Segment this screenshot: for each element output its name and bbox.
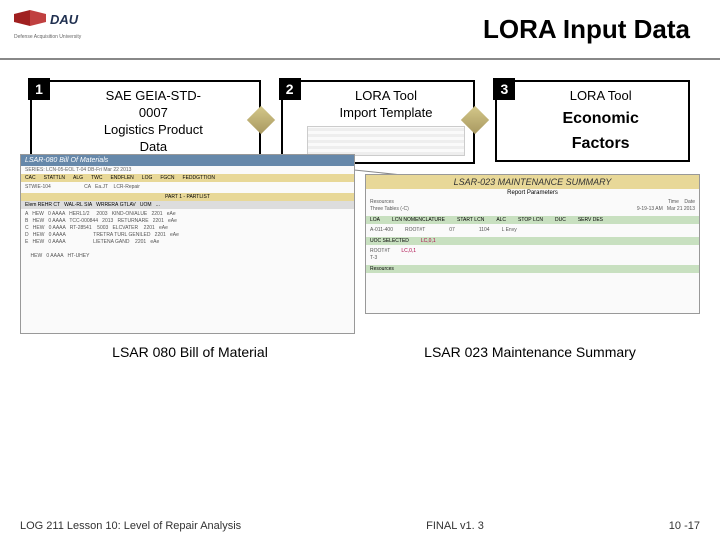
box1-line1: SAE GEIA-STD- xyxy=(56,88,251,105)
report-right-panel: LSAR-023 MAINTENANCE SUMMARY Report Para… xyxy=(365,174,700,334)
lsar080-data: A HEW 0 AAAA HERL1/2 2003 KIND-ON/ALUE 2… xyxy=(21,209,354,262)
footer-right: 10 -17 xyxy=(669,520,700,532)
lsar023-row: A-011-400ROOT#T071104L Envy xyxy=(366,225,699,236)
lsar080-cols2: Elem REHR CT WAL-RL SIA WRRERA GTLAV UOM… xyxy=(21,201,354,209)
green-row-1: LOALCN NOMENCLATURESTART LCNALCSTOP LCND… xyxy=(366,216,699,224)
lsar023-rows2: ROOT#T LC,0,1 T-3 xyxy=(366,246,699,264)
lsar-080-thumbnail: LSAR-080 Bill Of Materials SERIES: LCN-0… xyxy=(20,154,355,334)
box2-line1: LORA Tool xyxy=(307,88,466,105)
lsar023-sub: Report Parameters xyxy=(366,189,699,197)
box-2-import-template: 2 LORA Tool Import Template xyxy=(281,80,476,164)
lsar-023-thumbnail: LSAR-023 MAINTENANCE SUMMARY Report Para… xyxy=(365,174,700,314)
box-3-wrapper: 3 LORA Tool Economic Factors xyxy=(495,80,690,162)
lsar023-meta: ResourcesTime Date Three Tables (-C)9-19… xyxy=(366,197,699,215)
dau-logo: DAU Defense Acquisition University xyxy=(12,8,92,40)
captions-row: LSAR 080 Bill of Material LSAR 023 Maint… xyxy=(0,334,720,370)
box3-econ1: Economic xyxy=(521,109,680,130)
lsar023-header: LSAR-023 MAINTENANCE SUMMARY xyxy=(366,175,699,189)
spreadsheet-thumb xyxy=(307,126,466,156)
part1-label: PART 1 - PARTLIST xyxy=(21,193,354,201)
lsar080-rows: STWIE-104 CA Ea.JT LCR-Repair xyxy=(21,182,354,193)
box-number-3: 3 xyxy=(493,78,515,100)
box2-line2: Import Template xyxy=(307,105,466,122)
green-row-2: UOC SELECTEDLC,0,1 xyxy=(366,237,699,245)
logo-text: DAU xyxy=(50,12,79,27)
box-number-1: 1 xyxy=(28,78,50,100)
slide-footer: LOG 211 Lesson 10: Level of Repair Analy… xyxy=(0,520,720,532)
green-row-3: Resources xyxy=(366,265,699,273)
caption-right: LSAR 023 Maintenance Summary xyxy=(370,344,690,360)
caption-left: LSAR 080 Bill of Material xyxy=(30,344,350,360)
lsar080-cols: CACSTATTLNALGTWCENDFLENLOGFGCNFEDDGTTION xyxy=(21,174,354,182)
report-left-panel: LSAR-080 Bill Of Materials SERIES: LCN-0… xyxy=(20,174,355,334)
footer-left: LOG 211 Lesson 10: Level of Repair Analy… xyxy=(20,520,241,532)
footer-center: FINAL v1. 3 xyxy=(426,520,484,532)
lsar080-subhead: SERIES: LCN-05-EOL T-04 DB-Fri Mar 22 20… xyxy=(21,166,354,174)
slide-header: DAU Defense Acquisition University LORA … xyxy=(0,0,720,60)
box1-line3: Logistics Product xyxy=(56,122,251,139)
box3-line1: LORA Tool xyxy=(521,88,680,105)
box3-econ2: Factors xyxy=(521,134,680,155)
reports-area: LSAR-080 Bill Of Materials SERIES: LCN-0… xyxy=(0,174,720,334)
box-2-wrapper: 2 LORA Tool Import Template xyxy=(281,80,476,164)
logo-subtext: Defense Acquisition University xyxy=(14,34,82,40)
box-number-2: 2 xyxy=(279,78,301,100)
box1-line2: 0007 xyxy=(56,105,251,122)
box-3-economic: 3 LORA Tool Economic Factors xyxy=(495,80,690,162)
lsar080-header: LSAR-080 Bill Of Materials xyxy=(21,155,354,166)
box-1-geia: 1 SAE GEIA-STD- 0007 Logistics Product D… xyxy=(30,80,261,164)
page-title: LORA Input Data xyxy=(483,14,690,45)
